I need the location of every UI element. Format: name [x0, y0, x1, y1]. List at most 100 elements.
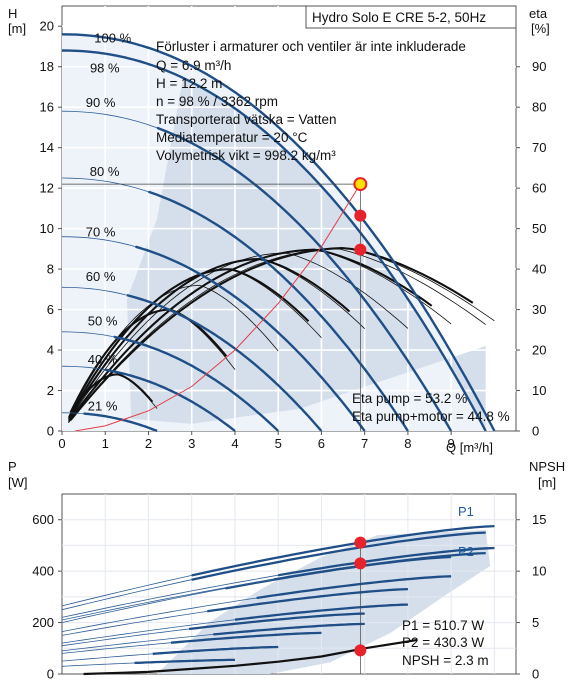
eta-curve-bold — [69, 373, 154, 416]
y2-tick-label: 20 — [532, 343, 546, 358]
y-tick-label: 16 — [40, 100, 54, 115]
p1-curve-bold — [207, 587, 408, 613]
p-y-tick-label: 200 — [32, 615, 54, 630]
y-axis-label-h: H — [8, 6, 17, 21]
y-tick-label: 18 — [40, 59, 54, 74]
eta-curve-bold — [69, 247, 474, 421]
power-grid — [62, 494, 516, 674]
head-curve — [83, 412, 158, 433]
p1-curve-bold — [134, 658, 235, 665]
y2-tick-label: 50 — [532, 221, 546, 236]
p1-series-label: P1 — [458, 504, 474, 519]
p2-value-label: P2 = 430.3 W — [402, 635, 484, 650]
head-curve — [126, 293, 323, 432]
speed-label: 100 % — [94, 30, 131, 45]
p1-curve-bold — [191, 531, 486, 581]
speed-label: 50 % — [88, 314, 118, 329]
p2-series-label: P2 — [458, 544, 474, 559]
head-curve — [156, 126, 453, 432]
info-line-3: H = 12.2 m — [156, 76, 222, 91]
qh-duty-points — [353, 177, 368, 256]
eta-curve-bold — [69, 308, 228, 413]
y-axis-unit-p: [W] — [8, 475, 28, 490]
p-y-tick-label: 400 — [32, 564, 54, 579]
y2-tick-label: 80 — [532, 100, 546, 115]
head-curve — [148, 190, 409, 432]
power-info-block: P1 = 510.7 W P2 = 430.3 W NPSH = 2.3 m — [402, 618, 489, 668]
eta-curve-bold — [69, 248, 433, 420]
y-axis-label-p: P — [8, 459, 17, 474]
npsh-y-tick-label: 15 — [532, 512, 546, 527]
p-y-tick-label: 600 — [32, 512, 54, 527]
speed-label: 80 % — [90, 164, 120, 179]
p1-curve-bold — [170, 631, 322, 644]
x-tick-label: 7 — [361, 436, 368, 451]
y-tick-label: 4 — [47, 343, 54, 358]
eta-curves — [68, 247, 495, 424]
npsh-y-tick-label: 5 — [532, 615, 539, 630]
y-tick-label: 2 — [47, 383, 54, 398]
p2-curve-bold — [234, 603, 408, 621]
y2-tick-label: 30 — [532, 302, 546, 317]
y-tick-label: 12 — [40, 181, 54, 196]
eta-curve-bold — [69, 268, 310, 416]
power-y-ticks: 0 200 400 600 — [32, 512, 62, 682]
chart-title: Hydro Solo E CRE 5-2, 50Hz — [312, 10, 486, 25]
speed-label: 60 % — [86, 269, 116, 284]
qh-y2-ticks: 0 10 20 30 40 50 60 70 80 90 — [516, 59, 546, 439]
qh-y-ticks: 0 2 4 6 8 10 12 14 16 18 20 — [40, 19, 62, 439]
speed-label: 98 % — [90, 61, 120, 76]
system-curve — [74, 183, 361, 432]
eta-curve — [68, 248, 486, 423]
x-tick-label: 1 — [102, 436, 109, 451]
p1-curve-bold — [188, 612, 365, 631]
qh-x-ticks: 0 1 2 3 4 5 6 7 8 9 — [58, 431, 455, 451]
x-axis-label-q: Q [m³/h] — [446, 440, 493, 455]
p2-curve-bold — [278, 546, 495, 577]
y2-axis-label-npsh: NPSH — [529, 459, 565, 474]
y-tick-label: 10 — [40, 221, 54, 236]
info-line-6: Mediatemperatur = 20 °C — [156, 130, 308, 145]
p1-value-label: P1 = 510.7 W — [402, 618, 484, 633]
head-curve — [61, 33, 496, 432]
info-block: Förluster i armaturer och ventiler är in… — [156, 39, 466, 163]
y2-tick-label: 90 — [532, 59, 546, 74]
info-line-1: Förluster i armaturer och ventiler är in… — [156, 39, 466, 54]
speed-label: 90 % — [86, 95, 116, 110]
y-tick-label: 8 — [47, 262, 54, 277]
y2-tick-label: 0 — [532, 424, 539, 439]
speed-label: 70 % — [86, 225, 116, 240]
head-curves — [61, 33, 496, 433]
head-curve — [105, 368, 236, 432]
p2-duty-point — [354, 557, 367, 570]
x-tick-label: 8 — [404, 436, 411, 451]
eta-curve-bold — [69, 257, 351, 417]
head-curve — [61, 49, 487, 432]
npsh-duty-point — [354, 644, 367, 657]
info-line-5: Transporterad vätska = Vatten — [156, 112, 336, 127]
x-tick-label: 6 — [318, 436, 325, 451]
y2-tick-label: 70 — [532, 140, 546, 155]
eta-pump-label: Eta pump = 53.2 % — [352, 391, 467, 406]
npsh-y-tick-label: 0 — [532, 667, 539, 682]
y2-tick-label: 40 — [532, 262, 546, 277]
y2-axis-label-eta: eta — [529, 6, 548, 21]
y2-tick-label: 10 — [532, 383, 546, 398]
power-duty-points — [354, 536, 367, 657]
y-tick-label: 6 — [47, 302, 54, 317]
y-tick-label: 0 — [47, 424, 54, 439]
p1-curve-bold — [191, 524, 495, 577]
x-tick-label: 4 — [231, 436, 238, 451]
power-chart: 0 200 400 600 0 5 10 15 P [W] NPSH [m] P1 P2 P… — [8, 459, 565, 682]
npsh-value-label: NPSH = 2.3 m — [402, 653, 489, 668]
power-y2-ticks: 0 5 10 15 — [516, 512, 546, 682]
p2-curves — [61, 546, 495, 652]
speed-label: 40 % — [88, 352, 118, 367]
p2-curve-bold — [256, 575, 452, 600]
x-tick-label: 9 — [448, 436, 455, 451]
info-line-4: n = 98 % / 3362 rpm — [156, 94, 278, 109]
eta-point — [354, 209, 367, 222]
head-curve — [135, 245, 366, 432]
